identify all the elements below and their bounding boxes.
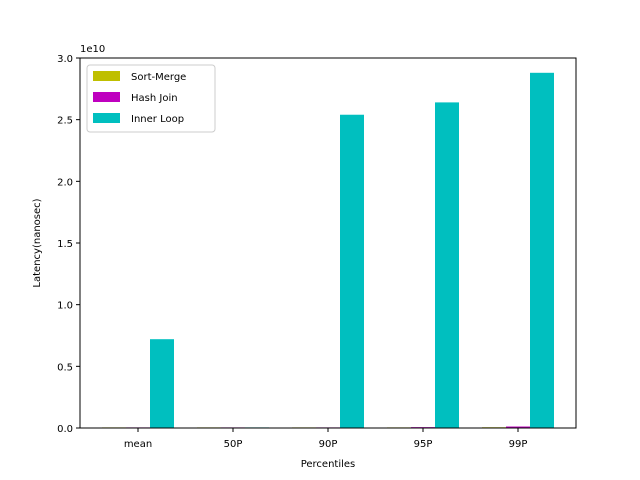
legend-label-hash-join: Hash Join	[131, 93, 178, 104]
y-tick-label: 1.0	[57, 301, 73, 312]
y-tick-label: 2.5	[57, 116, 73, 127]
x-tick-label: 95P	[414, 439, 433, 450]
x-axis: mean 50P 90P 95P 99P	[124, 428, 528, 450]
bar-inner-loop-99p	[530, 72, 554, 429]
y-axis-label: Latency(nanosec)	[32, 198, 43, 287]
legend-swatch-hash-join	[93, 92, 120, 102]
y-tick-label: 1.5	[57, 239, 73, 250]
y-tick-label: 3.0	[57, 54, 73, 65]
legend: Sort-Merge Hash Join Inner Loop	[86, 64, 216, 133]
y-tick-label: 0.5	[57, 362, 73, 373]
bar-inner-loop-95p	[435, 102, 459, 429]
y-tick-label: 2.0	[57, 177, 73, 188]
bars-layer	[102, 72, 554, 429]
x-axis-label: Percentiles	[301, 459, 356, 470]
y-axis: 0.0 0.5 1.0 1.5 2.0 2.5 3.0	[57, 54, 80, 435]
legend-swatch-sort-merge	[93, 71, 120, 81]
x-tick-label: 50P	[224, 439, 243, 450]
y-offset-label: 1e10	[80, 44, 105, 55]
legend-label-sort-merge: Sort-Merge	[131, 72, 186, 83]
x-tick-label: mean	[124, 439, 152, 450]
y-tick-label: 0.0	[57, 424, 73, 435]
legend-label-inner-loop: Inner Loop	[131, 114, 184, 125]
x-tick-label: 90P	[319, 439, 338, 450]
bar-hash-join-99p	[506, 426, 530, 428]
bar-inner-loop-90p	[340, 114, 364, 428]
legend-swatch-inner-loop	[93, 113, 120, 123]
bar-inner-loop-mean	[150, 339, 174, 428]
x-tick-label: 99P	[509, 439, 528, 450]
